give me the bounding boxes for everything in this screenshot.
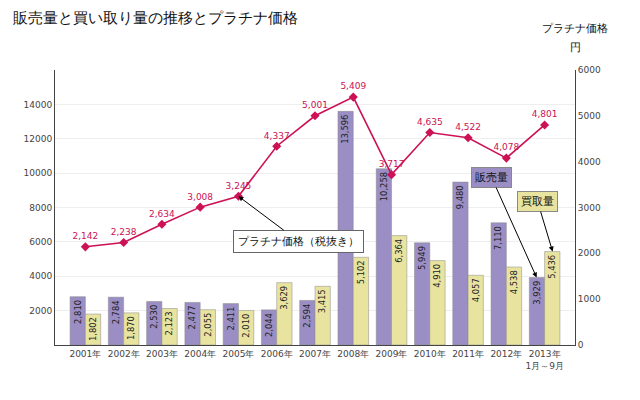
svg-text:1,802: 1,802 <box>88 317 98 341</box>
svg-text:4,522: 4,522 <box>455 122 481 132</box>
svg-text:3,629: 3,629 <box>279 286 289 310</box>
svg-text:3,245: 3,245 <box>226 181 252 191</box>
svg-text:7,110: 7,110 <box>493 226 503 250</box>
svg-text:2,123: 2,123 <box>164 312 174 336</box>
svg-text:3,008: 3,008 <box>187 192 213 202</box>
svg-text:3000: 3000 <box>578 203 601 213</box>
svg-text:2004年: 2004年 <box>184 349 216 359</box>
svg-text:2,044: 2,044 <box>264 313 274 337</box>
svg-text:13,596: 13,596 <box>340 115 350 144</box>
svg-text:2008年: 2008年 <box>337 349 369 359</box>
svg-text:4000: 4000 <box>29 271 52 281</box>
svg-text:2,055: 2,055 <box>203 313 213 337</box>
svg-text:2,411: 2,411 <box>226 307 236 331</box>
svg-text:2005年: 2005年 <box>223 349 255 359</box>
svg-text:3,717: 3,717 <box>379 159 405 169</box>
svg-text:2001年: 2001年 <box>69 349 101 359</box>
svg-text:2,142: 2,142 <box>72 231 98 241</box>
svg-text:円: 円 <box>570 41 581 54</box>
svg-text:1000: 1000 <box>578 294 601 304</box>
svg-text:2,594: 2,594 <box>302 304 312 328</box>
svg-text:4,057: 4,057 <box>471 278 481 302</box>
svg-text:5,949: 5,949 <box>417 246 427 270</box>
svg-text:1,870: 1,870 <box>126 316 136 340</box>
svg-text:買取量: 買取量 <box>521 195 554 208</box>
svg-text:販売量: 販売量 <box>475 171 508 184</box>
svg-text:5,409: 5,409 <box>340 81 366 91</box>
svg-text:2,810: 2,810 <box>73 300 83 324</box>
svg-text:3,415: 3,415 <box>317 289 327 313</box>
svg-text:6000: 6000 <box>29 237 52 247</box>
svg-text:12000: 12000 <box>24 134 53 144</box>
svg-text:2011年: 2011年 <box>452 349 484 359</box>
svg-text:4000: 4000 <box>578 157 601 167</box>
svg-text:2,477: 2,477 <box>187 305 197 329</box>
svg-text:4,910: 4,910 <box>432 264 442 288</box>
svg-text:プラチナ価格: プラチナ価格 <box>542 22 608 35</box>
svg-text:4,337: 4,337 <box>264 131 290 141</box>
svg-text:2000: 2000 <box>578 248 601 258</box>
svg-text:10,258: 10,258 <box>379 172 389 201</box>
svg-text:14000: 14000 <box>24 100 53 110</box>
svg-text:2003年: 2003年 <box>146 349 178 359</box>
svg-text:4,635: 4,635 <box>417 117 443 127</box>
svg-text:2007年: 2007年 <box>299 349 331 359</box>
svg-text:3,929: 3,929 <box>532 281 542 305</box>
svg-text:2006年: 2006年 <box>261 349 293 359</box>
svg-text:2,010: 2,010 <box>241 314 251 338</box>
svg-text:2010年: 2010年 <box>414 349 446 359</box>
svg-text:4,078: 4,078 <box>493 142 519 152</box>
svg-text:2,238: 2,238 <box>111 227 137 237</box>
svg-text:2013年1月～9月: 2013年1月～9月 <box>525 349 563 371</box>
svg-text:6000: 6000 <box>578 65 601 75</box>
svg-text:9,480: 9,480 <box>455 185 465 209</box>
svg-text:5000: 5000 <box>578 111 601 121</box>
svg-text:5,102: 5,102 <box>356 260 366 284</box>
svg-text:5,436: 5,436 <box>547 255 557 279</box>
svg-text:4,538: 4,538 <box>509 270 519 294</box>
svg-text:2000: 2000 <box>29 306 52 316</box>
svg-text:販売量と買い取り量の推移とプラチナ価格: 販売量と買い取り量の推移とプラチナ価格 <box>13 9 298 27</box>
svg-text:プラチナ価格（税抜き）: プラチナ価格（税抜き） <box>238 235 359 248</box>
svg-text:0: 0 <box>578 340 584 350</box>
svg-text:8000: 8000 <box>29 203 52 213</box>
svg-text:4,801: 4,801 <box>532 109 558 119</box>
svg-text:5,001: 5,001 <box>302 100 328 110</box>
svg-text:2002年: 2002年 <box>108 349 140 359</box>
svg-text:2,530: 2,530 <box>149 305 159 329</box>
svg-text:2009年: 2009年 <box>376 349 408 359</box>
svg-text:2,784: 2,784 <box>111 300 121 324</box>
svg-text:2,634: 2,634 <box>149 209 175 219</box>
svg-text:6,364: 6,364 <box>394 239 404 263</box>
svg-text:2012年: 2012年 <box>490 349 522 359</box>
svg-text:10000: 10000 <box>24 168 53 178</box>
